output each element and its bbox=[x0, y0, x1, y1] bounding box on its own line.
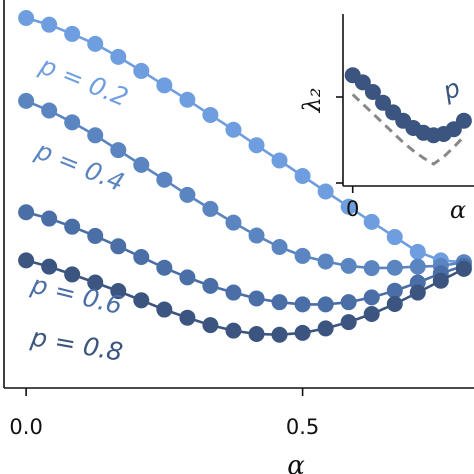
data-point bbox=[340, 198, 357, 215]
data-point bbox=[87, 227, 104, 244]
data-point bbox=[363, 213, 380, 230]
data-point bbox=[294, 167, 311, 184]
data-point bbox=[294, 296, 311, 313]
data-point bbox=[156, 77, 173, 94]
data-point bbox=[248, 290, 265, 307]
data-point bbox=[271, 294, 288, 311]
data-point bbox=[18, 92, 35, 109]
data-point bbox=[64, 114, 81, 131]
inset-data-point bbox=[455, 112, 472, 129]
data-point bbox=[386, 259, 403, 276]
inset-data-point bbox=[354, 74, 371, 91]
data-point bbox=[248, 227, 265, 244]
data-point bbox=[317, 296, 334, 313]
data-point bbox=[202, 200, 219, 217]
data-point bbox=[271, 326, 288, 343]
x-axis-label: α bbox=[287, 451, 305, 474]
data-point bbox=[363, 289, 380, 306]
data-point bbox=[179, 186, 196, 203]
data-point bbox=[179, 309, 196, 326]
data-point bbox=[455, 260, 472, 277]
data-point bbox=[386, 282, 403, 299]
inset-data-point bbox=[375, 94, 392, 111]
data-point bbox=[225, 121, 242, 138]
data-point bbox=[87, 127, 104, 144]
data-point bbox=[363, 260, 380, 277]
inset-x-tick-label: 0 bbox=[346, 197, 359, 221]
inset-y-axis-label: λ₂ bbox=[298, 88, 326, 114]
data-point bbox=[18, 204, 35, 221]
data-point bbox=[179, 91, 196, 108]
data-point bbox=[386, 229, 403, 246]
main-plot: 0.0 0.5αp = 0.2p = 0.4p = 0.6p = 0.8 bbox=[3, 0, 474, 474]
data-point bbox=[110, 48, 127, 65]
data-point bbox=[317, 183, 334, 200]
data-point bbox=[156, 301, 173, 318]
data-point bbox=[225, 214, 242, 231]
data-point bbox=[41, 258, 58, 275]
data-point bbox=[133, 62, 150, 79]
inset-dashed-line bbox=[351, 93, 465, 166]
data-point bbox=[409, 243, 426, 260]
data-point bbox=[340, 257, 357, 274]
data-point bbox=[110, 238, 127, 255]
data-point bbox=[41, 16, 58, 33]
data-point bbox=[202, 277, 219, 294]
data-point bbox=[41, 102, 58, 119]
data-point bbox=[133, 249, 150, 266]
data-point bbox=[18, 10, 35, 26]
inset-data-point bbox=[364, 84, 381, 100]
data-point bbox=[317, 320, 334, 337]
data-point bbox=[202, 106, 219, 123]
data-point bbox=[294, 247, 311, 264]
data-point bbox=[133, 156, 150, 173]
data-point bbox=[225, 284, 242, 301]
data-point bbox=[64, 25, 81, 42]
data-point bbox=[432, 272, 449, 289]
data-point bbox=[110, 142, 127, 159]
data-point bbox=[133, 292, 150, 309]
data-point bbox=[18, 252, 35, 269]
data-point bbox=[409, 284, 426, 301]
data-point bbox=[64, 218, 81, 235]
inset-plot: 0 αλ₂ p bbox=[298, 14, 474, 224]
inset-x-axis-label: α bbox=[450, 196, 466, 224]
data-point bbox=[156, 171, 173, 188]
data-point bbox=[202, 317, 219, 334]
data-point bbox=[294, 324, 311, 341]
data-point bbox=[409, 258, 426, 275]
x-tick-label: 0.5 bbox=[286, 415, 319, 439]
data-point bbox=[225, 322, 242, 339]
data-point bbox=[87, 274, 104, 291]
data-point bbox=[386, 296, 403, 313]
data-point bbox=[248, 325, 265, 342]
data-point bbox=[248, 137, 265, 154]
data-point bbox=[179, 269, 196, 286]
data-point bbox=[340, 314, 357, 331]
data-point bbox=[110, 283, 127, 300]
data-point bbox=[156, 259, 173, 276]
series-label: p = 0.8 bbox=[28, 322, 125, 367]
x-tick-label: 0.0 bbox=[9, 415, 42, 439]
inset-background bbox=[343, 14, 474, 186]
data-point bbox=[363, 306, 380, 322]
data-point bbox=[271, 152, 288, 169]
data-point bbox=[64, 266, 81, 283]
data-point bbox=[317, 253, 334, 270]
data-point bbox=[87, 35, 104, 52]
data-point bbox=[340, 294, 357, 311]
data-point bbox=[271, 239, 288, 256]
data-point bbox=[41, 210, 58, 227]
